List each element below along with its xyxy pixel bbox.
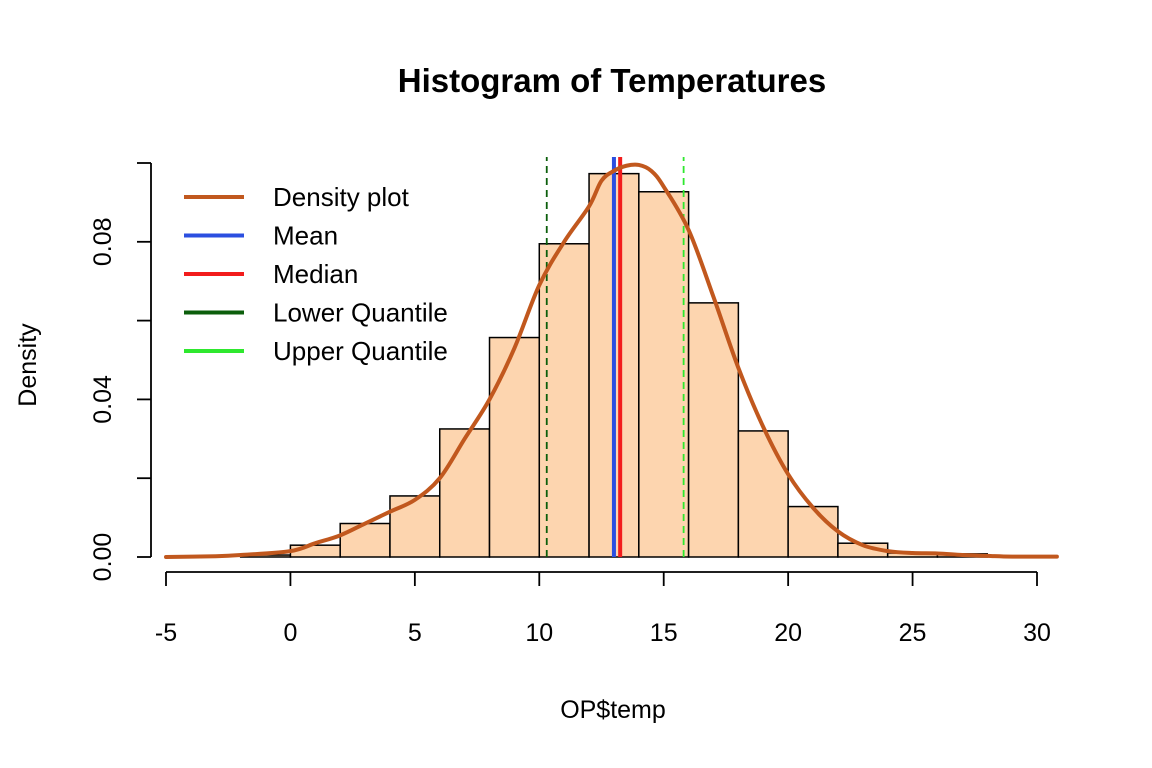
histogram-bar-2 xyxy=(339,522,391,558)
legend-label-4: Upper Quantile xyxy=(273,336,448,366)
legend-label-2: Median xyxy=(273,259,358,289)
histogram-bar-8 xyxy=(638,191,690,558)
x-tick-label-2: 5 xyxy=(408,619,422,647)
legend-label-1: Mean xyxy=(273,221,338,251)
histogram-bar-3 xyxy=(389,495,441,558)
y-tick-label-2: 0.04 xyxy=(89,375,117,424)
legend-label-0: Density plot xyxy=(273,182,410,212)
y-tick-label-4: 0.08 xyxy=(89,217,117,266)
x-tick-label-4: 15 xyxy=(650,619,678,647)
histogram-bar-11 xyxy=(787,505,839,558)
histogram-bar-9 xyxy=(687,302,740,558)
histogram-bar-5 xyxy=(488,336,541,558)
x-tick-label-1: 0 xyxy=(283,619,297,647)
histogram-bar-4 xyxy=(438,428,491,558)
chart-title: Histogram of Temperatures xyxy=(398,62,826,99)
y-tick-label-0: 0.00 xyxy=(89,533,117,582)
x-tick-label-0: -5 xyxy=(155,619,177,647)
y-axis: 0.00 0.04 0.08 xyxy=(89,162,152,582)
y-axis-label: Density xyxy=(14,323,42,407)
legend-label-3: Lower Quantile xyxy=(273,298,448,328)
x-tick-label-5: 20 xyxy=(774,619,802,647)
x-tick-label-7: 30 xyxy=(1023,619,1051,647)
legend: Density plot Mean Median Lower Quantile Uppe… xyxy=(184,182,448,366)
density-curve-layer xyxy=(164,162,1059,559)
x-axis: -5 0 5 10 15 20 25 30 xyxy=(155,571,1051,647)
histogram-bar-10 xyxy=(737,430,789,558)
x-axis-label: OP$temp xyxy=(560,696,666,724)
x-tick-label-3: 10 xyxy=(525,619,553,647)
x-tick-label-6: 25 xyxy=(899,619,927,647)
density-curve xyxy=(164,162,1059,559)
reference-lines xyxy=(545,157,685,557)
